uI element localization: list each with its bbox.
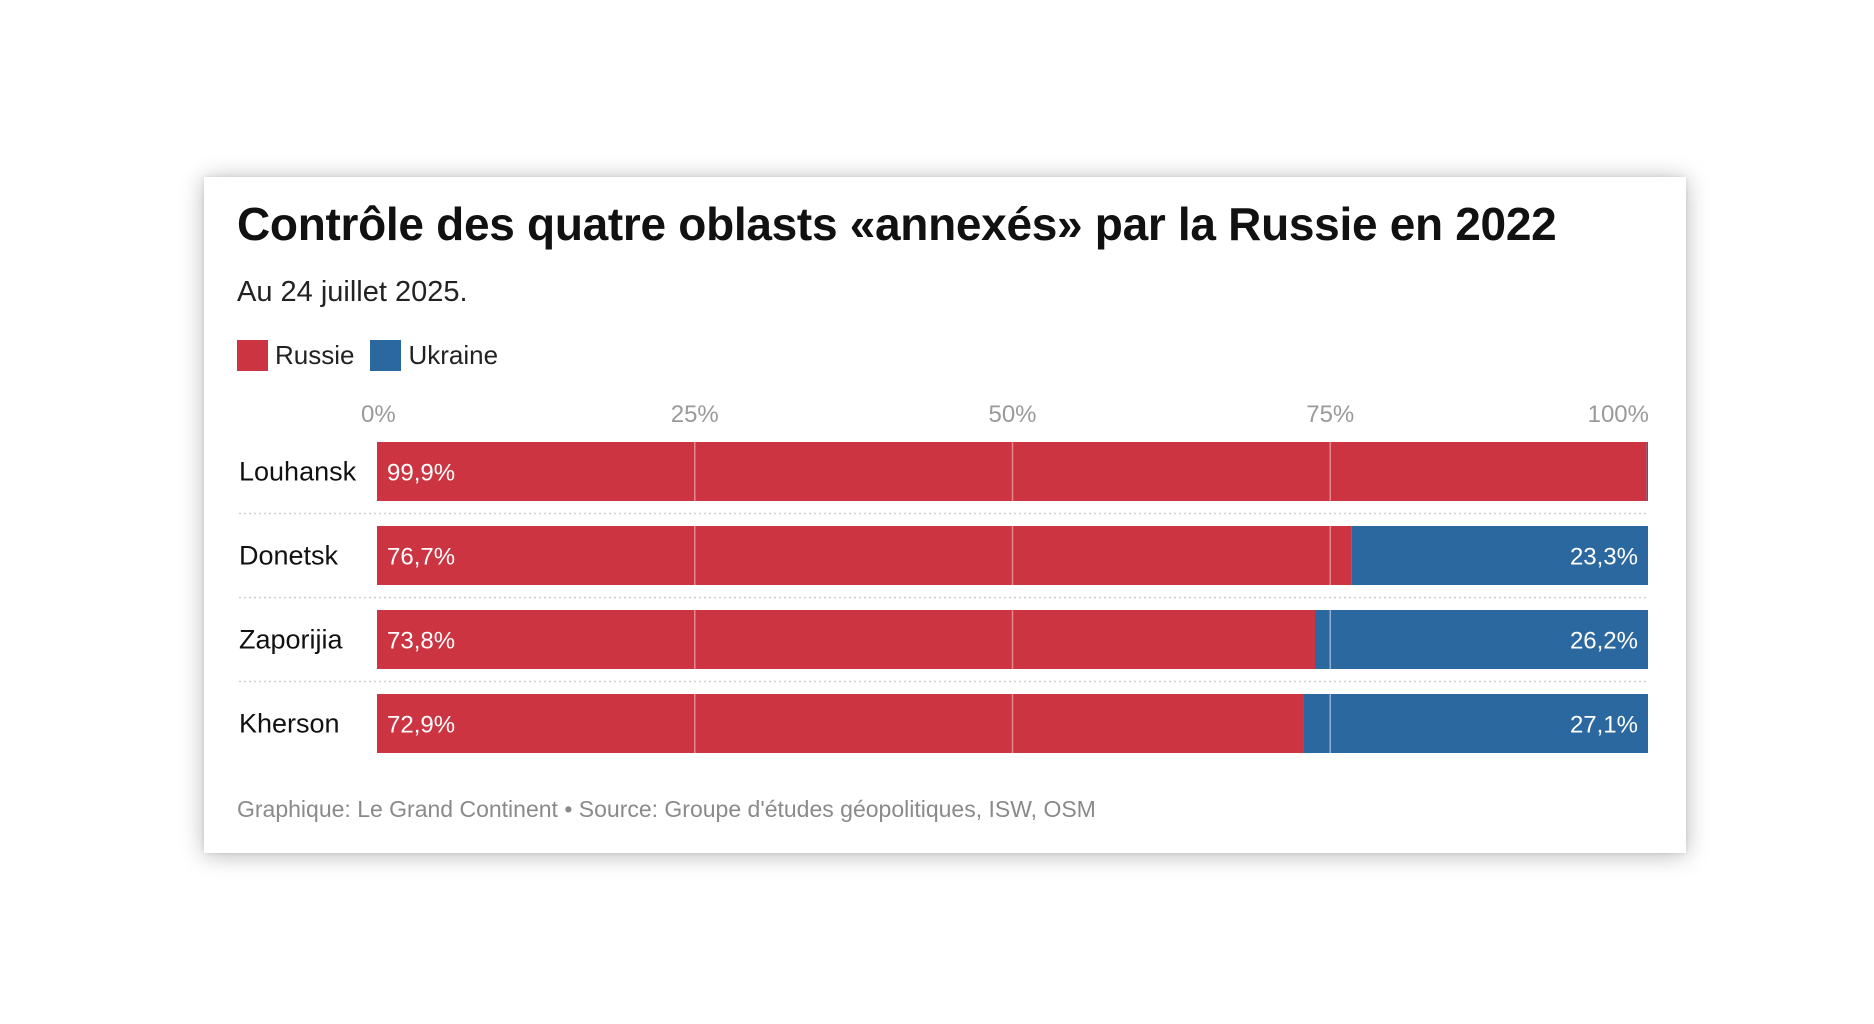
data-label-russie-zaporijia: 73,8%	[387, 628, 455, 655]
legend-swatch-ukraine	[370, 339, 402, 371]
data-label-ukraine-kherson: 27,1%	[1570, 712, 1638, 739]
bar-ukraine-kherson	[1303, 694, 1648, 753]
data-label-russie-kherson: 72,9%	[387, 712, 455, 739]
bar-ukraine-zaporijia	[1314, 610, 1648, 669]
category-label-zaporijia: Zaporijia	[239, 625, 344, 655]
chart-subtitle: Au 24 juillet 2025.	[237, 276, 468, 308]
stacked-bar-chart: 0% 25% 50% 75% 100% Louhansk 99,9% Donetsk 76,7%…	[239, 401, 1649, 753]
x-tick-label-0: 0%	[361, 401, 396, 428]
bar-russie-kherson	[377, 694, 1304, 753]
bar-russie-zaporijia	[377, 610, 1315, 669]
data-label-russie-donetsk: 76,7%	[387, 544, 455, 571]
x-tick-label-75: 75%	[1306, 401, 1354, 428]
x-tick-label-25: 25%	[671, 401, 719, 428]
data-label-russie-louhansk: 99,9%	[387, 460, 455, 487]
x-tick-label-50: 50%	[988, 401, 1036, 428]
category-label-kherson: Kherson	[239, 709, 340, 739]
legend-label-russie: Russie	[275, 339, 355, 370]
x-tick-label-100: 100%	[1588, 401, 1649, 428]
legend-item-russie: Russie	[237, 339, 355, 371]
chart-title: Contrôle des quatre oblasts «annexés» pa…	[237, 198, 1557, 250]
data-label-ukraine-donetsk: 23,3%	[1570, 544, 1638, 571]
legend-label-ukraine: Ukraine	[408, 339, 499, 370]
bar-ukraine-louhansk	[1646, 442, 1648, 501]
bar-russie-donetsk	[377, 526, 1352, 585]
category-label-louhansk: Louhansk	[239, 457, 357, 487]
chart-footer: Graphique: Le Grand Continent • Source: …	[237, 796, 1096, 822]
legend-swatch-russie	[237, 339, 268, 371]
category-label-donetsk: Donetsk	[239, 541, 339, 571]
bar-ukraine-donetsk	[1351, 526, 1648, 585]
legend: Russie Ukraine	[237, 339, 514, 371]
data-label-ukraine-zaporijia: 26,2%	[1570, 628, 1638, 655]
chart-card: Contrôle des quatre oblasts «annexés» pa…	[204, 177, 1686, 853]
legend-item-ukraine: Ukraine	[370, 339, 499, 371]
